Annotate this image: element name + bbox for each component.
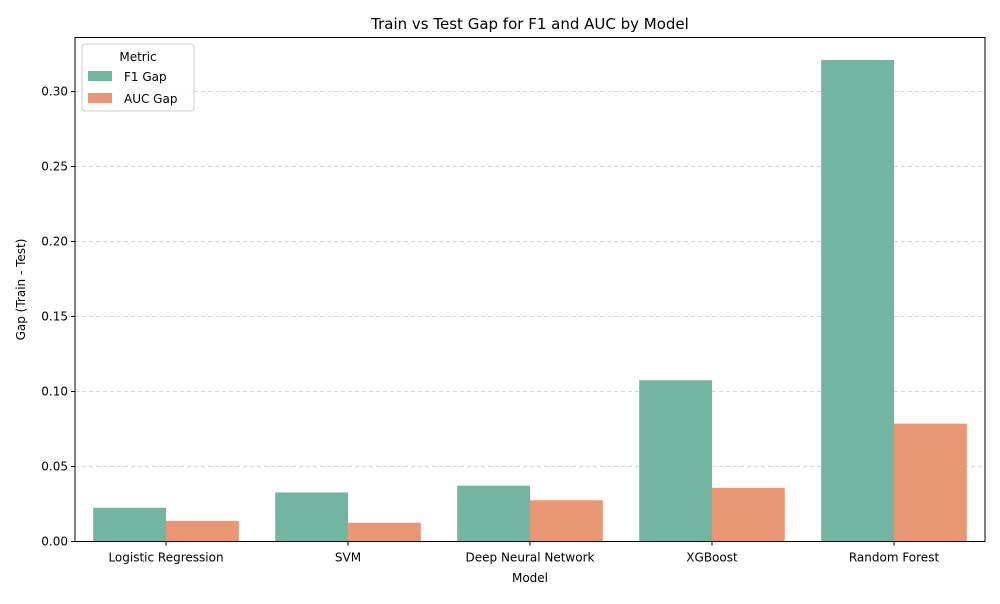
- x-tick-label: Logistic Regression: [108, 551, 223, 565]
- bar-deep-neural-network-f1-gap: [457, 485, 530, 542]
- y-tick-label: 0.00: [41, 535, 68, 549]
- y-tick-label: 0.20: [41, 235, 68, 249]
- bar-logistic-regression-auc-gap: [166, 520, 239, 542]
- bar-deep-neural-network-auc-gap: [530, 500, 603, 542]
- legend: Metric F1 Gap AUC Gap: [81, 43, 195, 112]
- bars: [93, 60, 967, 542]
- bar-random-forest-f1-gap: [821, 60, 894, 542]
- bar-xgboost-auc-gap: [712, 487, 785, 542]
- legend-swatch-auc-gap: [88, 93, 112, 103]
- bar-svm-auc-gap: [348, 522, 421, 542]
- bar-xgboost-f1-gap: [639, 380, 712, 542]
- x-tick-label: SVM: [335, 551, 361, 565]
- x-tick-label: Random Forest: [849, 551, 940, 565]
- bar-random-forest-auc-gap: [894, 423, 967, 542]
- legend-label-f1-gap: F1 Gap: [124, 70, 167, 84]
- y-axis-label: Gap (Train - Test): [14, 239, 28, 341]
- y-axis: 0.00 0.05 0.10 0.15 0.20 0.25 0.30: [41, 85, 75, 549]
- x-axis-label: Model: [512, 571, 548, 585]
- legend-label-auc-gap: AUC Gap: [124, 92, 177, 106]
- chart-title: Train vs Test Gap for F1 and AUC by Mode…: [370, 15, 689, 33]
- y-tick-label: 0.05: [41, 460, 68, 474]
- legend-title: Metric: [119, 50, 156, 64]
- legend-swatch-f1-gap: [88, 71, 112, 81]
- bar-logistic-regression-f1-gap: [93, 507, 166, 542]
- bar-svm-f1-gap: [275, 492, 348, 542]
- x-tick-label: Deep Neural Network: [466, 551, 595, 565]
- y-tick-label: 0.30: [41, 85, 68, 99]
- x-tick-label: XGBoost: [686, 551, 738, 565]
- x-axis: Logistic Regression SVM Deep Neural Networ…: [108, 541, 940, 565]
- y-tick-label: 0.10: [41, 385, 68, 399]
- y-tick-label: 0.25: [41, 160, 68, 174]
- y-tick-label: 0.15: [41, 310, 68, 324]
